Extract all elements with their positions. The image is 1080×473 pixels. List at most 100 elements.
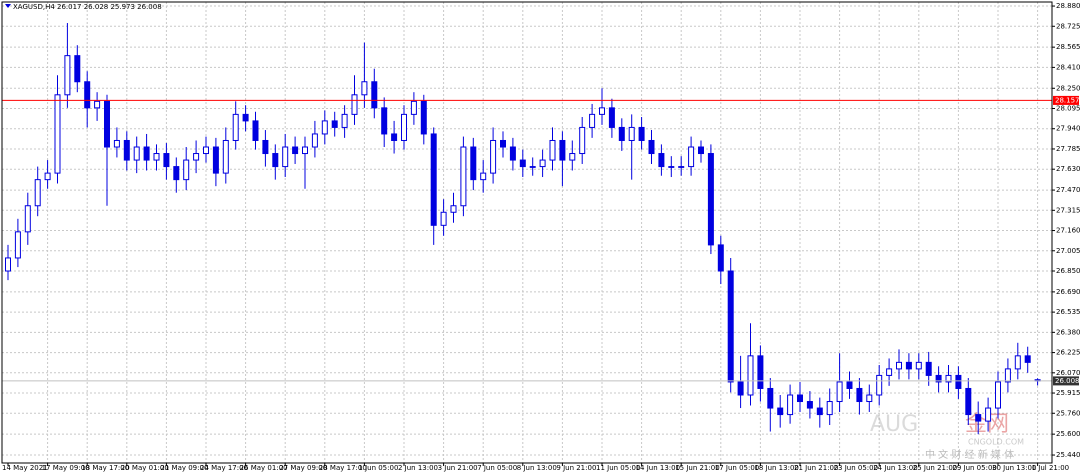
y-tick-label: 26.380 xyxy=(1056,328,1080,336)
candle-body xyxy=(14,231,21,259)
x-tick-label: 14 Jun 13:00 xyxy=(636,464,680,472)
candle-body xyxy=(163,153,170,168)
candle-body xyxy=(262,139,269,155)
candle-body xyxy=(945,374,952,383)
x-tick-label: 17 Jun 05:00 xyxy=(715,464,759,472)
candle-body xyxy=(727,270,734,383)
candle-body xyxy=(668,166,675,168)
y-tick-label: 27.160 xyxy=(1056,227,1080,235)
candle-body xyxy=(549,139,556,161)
candle-body xyxy=(757,355,764,389)
candle-body xyxy=(698,146,704,155)
candle-body xyxy=(975,414,982,422)
candle-body xyxy=(173,166,180,181)
x-tick-label: 8 Jun 13:00 xyxy=(517,464,557,472)
candle-body xyxy=(193,153,200,161)
plot-frame xyxy=(1,1,1053,464)
x-tick-label: 2 Jun 13:00 xyxy=(398,464,438,472)
candle-body xyxy=(519,159,526,168)
candle-body xyxy=(608,107,615,128)
x-tick-label: 20 May 01:00 xyxy=(121,464,169,472)
candle-body xyxy=(1014,355,1021,370)
y-tick-label: 28.880 xyxy=(1056,2,1080,10)
watermark: AUG 金网 CNGOLD.COM xyxy=(870,412,1024,447)
candle-body xyxy=(480,172,487,181)
candle-body xyxy=(54,94,61,174)
candle-body xyxy=(628,126,635,141)
y-tick-label: 27.630 xyxy=(1056,165,1080,173)
candle-body xyxy=(212,146,219,174)
candle-body xyxy=(1004,368,1011,383)
y-tick-label: 28.565 xyxy=(1056,43,1080,51)
candle-body xyxy=(806,401,813,409)
candle-body xyxy=(688,146,695,168)
grid xyxy=(2,2,1052,463)
candle-body xyxy=(995,381,1001,409)
x-tick-label: 7 Jun 05:00 xyxy=(477,464,517,472)
candle-body xyxy=(569,153,576,161)
candle-body xyxy=(599,107,605,115)
y-tick-label: 26.070 xyxy=(1056,369,1080,377)
candle-body xyxy=(341,113,348,128)
candle-body xyxy=(500,139,506,148)
candle-body xyxy=(886,368,893,376)
candle-body xyxy=(371,81,378,109)
x-tick-label: 3 Jun 21:00 xyxy=(438,464,478,472)
candle-body xyxy=(460,146,467,207)
chart-title: XAGUSD,H4 26.017 26.028 25.973 26.008 xyxy=(13,3,162,11)
x-tick-label: 14 May 2021 xyxy=(2,464,48,472)
x-tick-label: 24 Jun 13:00 xyxy=(873,464,917,472)
candle-body xyxy=(410,100,417,115)
candle-body xyxy=(965,387,972,416)
candle-body xyxy=(44,172,51,181)
y-tick-label: 25.600 xyxy=(1056,430,1080,438)
price-label-box xyxy=(1053,95,1079,105)
candle-body xyxy=(5,257,11,272)
candle-body xyxy=(311,133,318,148)
y-tick-label: 26.850 xyxy=(1056,267,1080,275)
candle-body xyxy=(717,244,724,272)
candle-body xyxy=(143,146,150,161)
candle-body xyxy=(579,126,586,155)
y-tick-label: 27.785 xyxy=(1056,145,1080,153)
candle-body xyxy=(470,146,477,181)
x-tick-label: 1 Jul 21:00 xyxy=(1032,464,1070,472)
candle-body xyxy=(490,139,497,174)
candles xyxy=(2,23,1052,435)
candle-body xyxy=(450,205,457,213)
candle-body xyxy=(440,211,447,226)
candle-body xyxy=(420,100,427,135)
candle-body xyxy=(133,146,140,161)
candle-body xyxy=(1024,355,1031,363)
y-tick-label: 28.725 xyxy=(1056,22,1080,30)
candle-body xyxy=(767,387,774,409)
candle-body xyxy=(816,407,823,416)
y-tick-label: 27.470 xyxy=(1056,186,1080,194)
candle-body xyxy=(707,153,714,246)
x-tick-label: 15 Jun 21:00 xyxy=(675,464,719,472)
x-tick-label: 23 Jun 05:00 xyxy=(834,464,878,472)
y-tick-label: 27.005 xyxy=(1056,247,1080,255)
candle-body xyxy=(331,120,338,128)
y-tick-label: 27.940 xyxy=(1056,125,1080,133)
x-tick-label: 18 May 17:00 xyxy=(81,464,129,472)
x-tick-label: 26 May 01:00 xyxy=(240,464,288,472)
y-tick-label: 27.315 xyxy=(1056,206,1080,214)
candle-body xyxy=(678,166,685,168)
candle-body xyxy=(381,107,388,135)
candle-body xyxy=(787,394,794,416)
candle-body xyxy=(391,133,398,141)
price-label: 28.157 xyxy=(1055,96,1080,104)
candle-body xyxy=(292,146,299,155)
candle-body xyxy=(321,120,328,135)
candle-body xyxy=(797,394,803,403)
candle-body xyxy=(985,407,992,422)
y-tick-label: 25.760 xyxy=(1056,409,1080,417)
candle-body xyxy=(203,146,209,155)
watermark-text: AUG xyxy=(870,412,918,437)
title-icon xyxy=(5,4,11,8)
x-tick-label: 28 May 17:00 xyxy=(319,464,367,472)
candle-body xyxy=(302,146,308,155)
